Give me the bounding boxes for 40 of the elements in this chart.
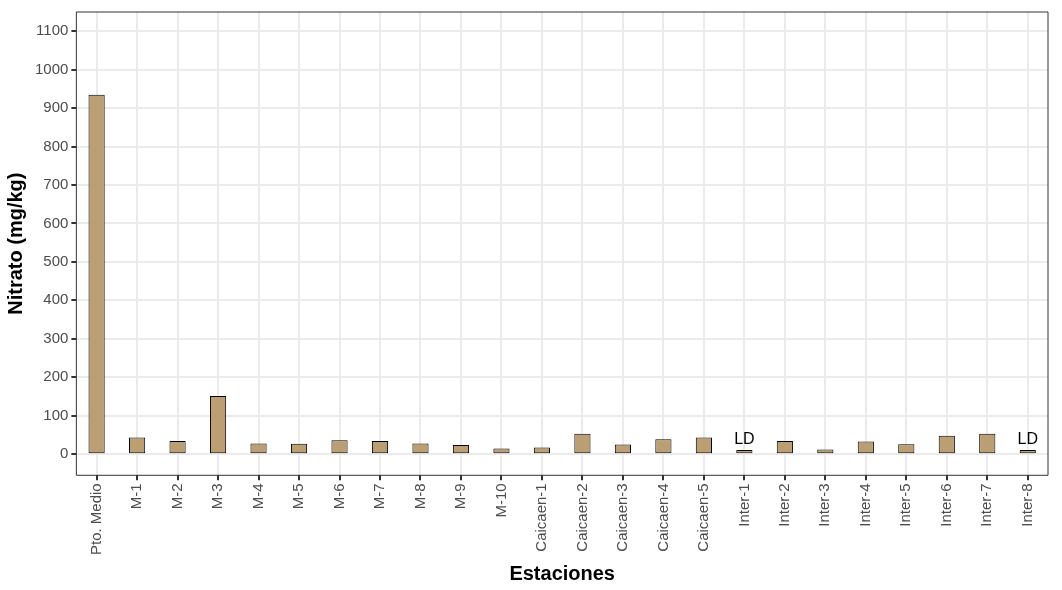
- x-tick-label: Caicaen-5: [694, 483, 712, 552]
- annotation: LD: [1017, 430, 1038, 448]
- x-tick-label: M-6: [329, 483, 347, 510]
- x-tick-label: M-5: [289, 483, 307, 510]
- x-tick-label: M-2: [167, 483, 185, 510]
- x-tick-label: Inter-8: [1017, 483, 1035, 527]
- x-tick-label: M-4: [248, 483, 266, 510]
- x-tick-label: Pto. Medio: [86, 483, 104, 556]
- x-tick-label: M-10: [491, 483, 509, 518]
- y-tick-label: 1100: [36, 21, 69, 39]
- y-tick-label: 300: [43, 328, 69, 346]
- x-tick-label: Inter-2: [774, 483, 792, 527]
- x-tick-label: Inter-7: [977, 483, 995, 527]
- x-tick-label: Caicaen-4: [653, 483, 671, 552]
- y-tick-label: 600: [43, 213, 69, 231]
- x-tick-label: M-7: [370, 483, 388, 510]
- x-tick-label: Inter-6: [936, 483, 954, 527]
- y-tick-label: 400: [43, 290, 69, 308]
- annotation: LD: [734, 430, 755, 448]
- x-tick-label: M-9: [451, 483, 469, 510]
- y-tick-label: 1000: [34, 59, 69, 77]
- y-tick-label: 800: [43, 136, 69, 154]
- y-axis-title: Nitrato (mg/kg): [3, 172, 26, 315]
- y-tick-label: 0: [60, 444, 69, 462]
- y-tick-label: 500: [43, 252, 69, 270]
- y-tick-label: 100: [43, 405, 69, 423]
- x-tick-label: Inter-1: [734, 483, 752, 527]
- x-tick-label: Caicaen-2: [572, 483, 590, 552]
- x-tick-label: Inter-4: [855, 483, 873, 527]
- x-tick-label: Inter-3: [815, 483, 833, 527]
- x-tick-label: Caicaen-3: [613, 483, 631, 552]
- x-tick-label: Inter-5: [896, 483, 914, 527]
- y-tick-label: 200: [43, 367, 69, 385]
- y-tick-label: 900: [43, 98, 69, 116]
- x-axis-title: Estaciones: [509, 561, 615, 584]
- x-tick-label: M-3: [208, 483, 226, 510]
- x-tick-label: M-1: [127, 483, 145, 510]
- y-tick-label: 700: [43, 175, 69, 193]
- x-tick-label: Caicaen-1: [532, 483, 550, 552]
- x-tick-label: M-8: [410, 483, 428, 510]
